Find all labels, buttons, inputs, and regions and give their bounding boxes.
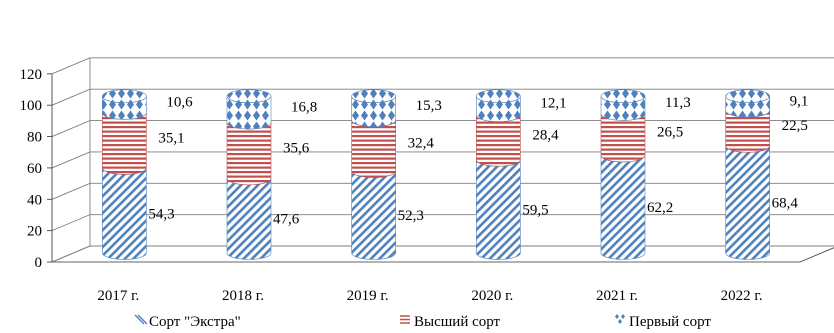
data-label: 32,4 bbox=[408, 136, 435, 152]
legend-swatch-diagonal bbox=[134, 314, 148, 325]
y-tick-label: 80 bbox=[27, 130, 42, 146]
segment-Сорт-Экстра- bbox=[226, 178, 272, 260]
legend-label: Сорт "Экстра" bbox=[149, 314, 241, 330]
legend-label: Высший сорт bbox=[414, 314, 501, 330]
cylinder-2017-г.: 54,3 35,1 10,6 bbox=[102, 89, 193, 260]
floor bbox=[51, 245, 834, 263]
cylinder-2018-г.: 47,6 35,6 16,8 bbox=[226, 89, 317, 260]
y-tick-label: 0 bbox=[35, 255, 43, 271]
x-tick-label: 2020 г. bbox=[471, 288, 513, 304]
segment-Высший-сорт bbox=[351, 120, 396, 178]
segment-Сорт-Экстра- bbox=[725, 145, 770, 260]
cylinder-2020-г.: 59,5 28,4 12,1 bbox=[476, 89, 567, 260]
data-label: 16,8 bbox=[291, 99, 317, 115]
legend-swatch-horizontal bbox=[400, 315, 410, 324]
cylinder-2021-г.: 62,2 26,5 11,3 bbox=[600, 89, 691, 260]
segment-Сорт-Экстра- bbox=[102, 167, 147, 260]
data-label: 26,5 bbox=[657, 125, 683, 141]
data-label: 54,3 bbox=[148, 206, 174, 222]
data-label: 68,4 bbox=[772, 195, 799, 211]
x-tick-label: 2018 г. bbox=[222, 288, 264, 304]
y-tick-label: 120 bbox=[20, 67, 43, 83]
data-label: 62,2 bbox=[647, 200, 673, 216]
segment-Высший-сорт bbox=[476, 115, 521, 167]
x-tick-label: 2021 г. bbox=[596, 288, 638, 304]
plot-area: 0 20 40 60 80 100 120 54,3 35,1 10,6 2017 г. 47,6 35… bbox=[20, 57, 834, 304]
cylinder-top bbox=[226, 89, 272, 103]
legend-label: Первый сорт bbox=[629, 314, 711, 330]
segment-Высший-сорт bbox=[226, 122, 272, 186]
data-label: 10,6 bbox=[166, 95, 193, 111]
y-tick-label: 40 bbox=[27, 192, 42, 208]
data-label: 47,6 bbox=[273, 212, 300, 228]
cylinder-top bbox=[102, 89, 147, 103]
x-tick-label: 2022 г. bbox=[721, 288, 763, 304]
data-label: 15,3 bbox=[416, 98, 442, 114]
data-label: 22,5 bbox=[782, 118, 808, 134]
segment-Сорт-Экстра- bbox=[351, 170, 396, 260]
data-label: 12,1 bbox=[540, 96, 566, 112]
data-label: 59,5 bbox=[522, 202, 548, 218]
cylinder-top bbox=[600, 89, 646, 103]
legend-item: Высший сорт bbox=[400, 314, 501, 330]
legend: Сорт "Экстра" Высший сорт Первый сорт bbox=[134, 314, 711, 330]
y-tick-label: 100 bbox=[20, 98, 43, 114]
cylinder-top bbox=[725, 89, 770, 103]
cylinder-2019-г.: 52,3 32,4 15,3 bbox=[351, 89, 442, 260]
data-label: 9,1 bbox=[790, 93, 809, 109]
segment-Высший-сорт bbox=[600, 113, 646, 163]
data-label: 52,3 bbox=[398, 208, 424, 224]
x-tick-label: 2017 г. bbox=[97, 288, 139, 304]
segment-Сорт-Экстра- bbox=[476, 159, 521, 260]
cylinder-2022-г.: 68,4 22,5 9,1 bbox=[725, 89, 809, 260]
data-label: 35,6 bbox=[283, 140, 310, 156]
legend-item: Первый сорт bbox=[615, 314, 711, 330]
cylinder-top bbox=[476, 89, 521, 103]
legend-swatch-diamonds bbox=[615, 314, 625, 324]
legend-item: Сорт "Экстра" bbox=[134, 314, 241, 330]
segment-Сорт-Экстра- bbox=[600, 155, 646, 260]
data-label: 11,3 bbox=[665, 95, 691, 111]
cylinder-top bbox=[351, 89, 396, 103]
data-label: 28,4 bbox=[532, 127, 559, 143]
segment-Высший-сорт bbox=[102, 112, 147, 175]
y-tick-label: 60 bbox=[27, 161, 42, 177]
x-tick-label: 2019 г. bbox=[347, 288, 389, 304]
y-tick-label: 20 bbox=[27, 224, 42, 240]
data-label: 35,1 bbox=[158, 130, 184, 146]
